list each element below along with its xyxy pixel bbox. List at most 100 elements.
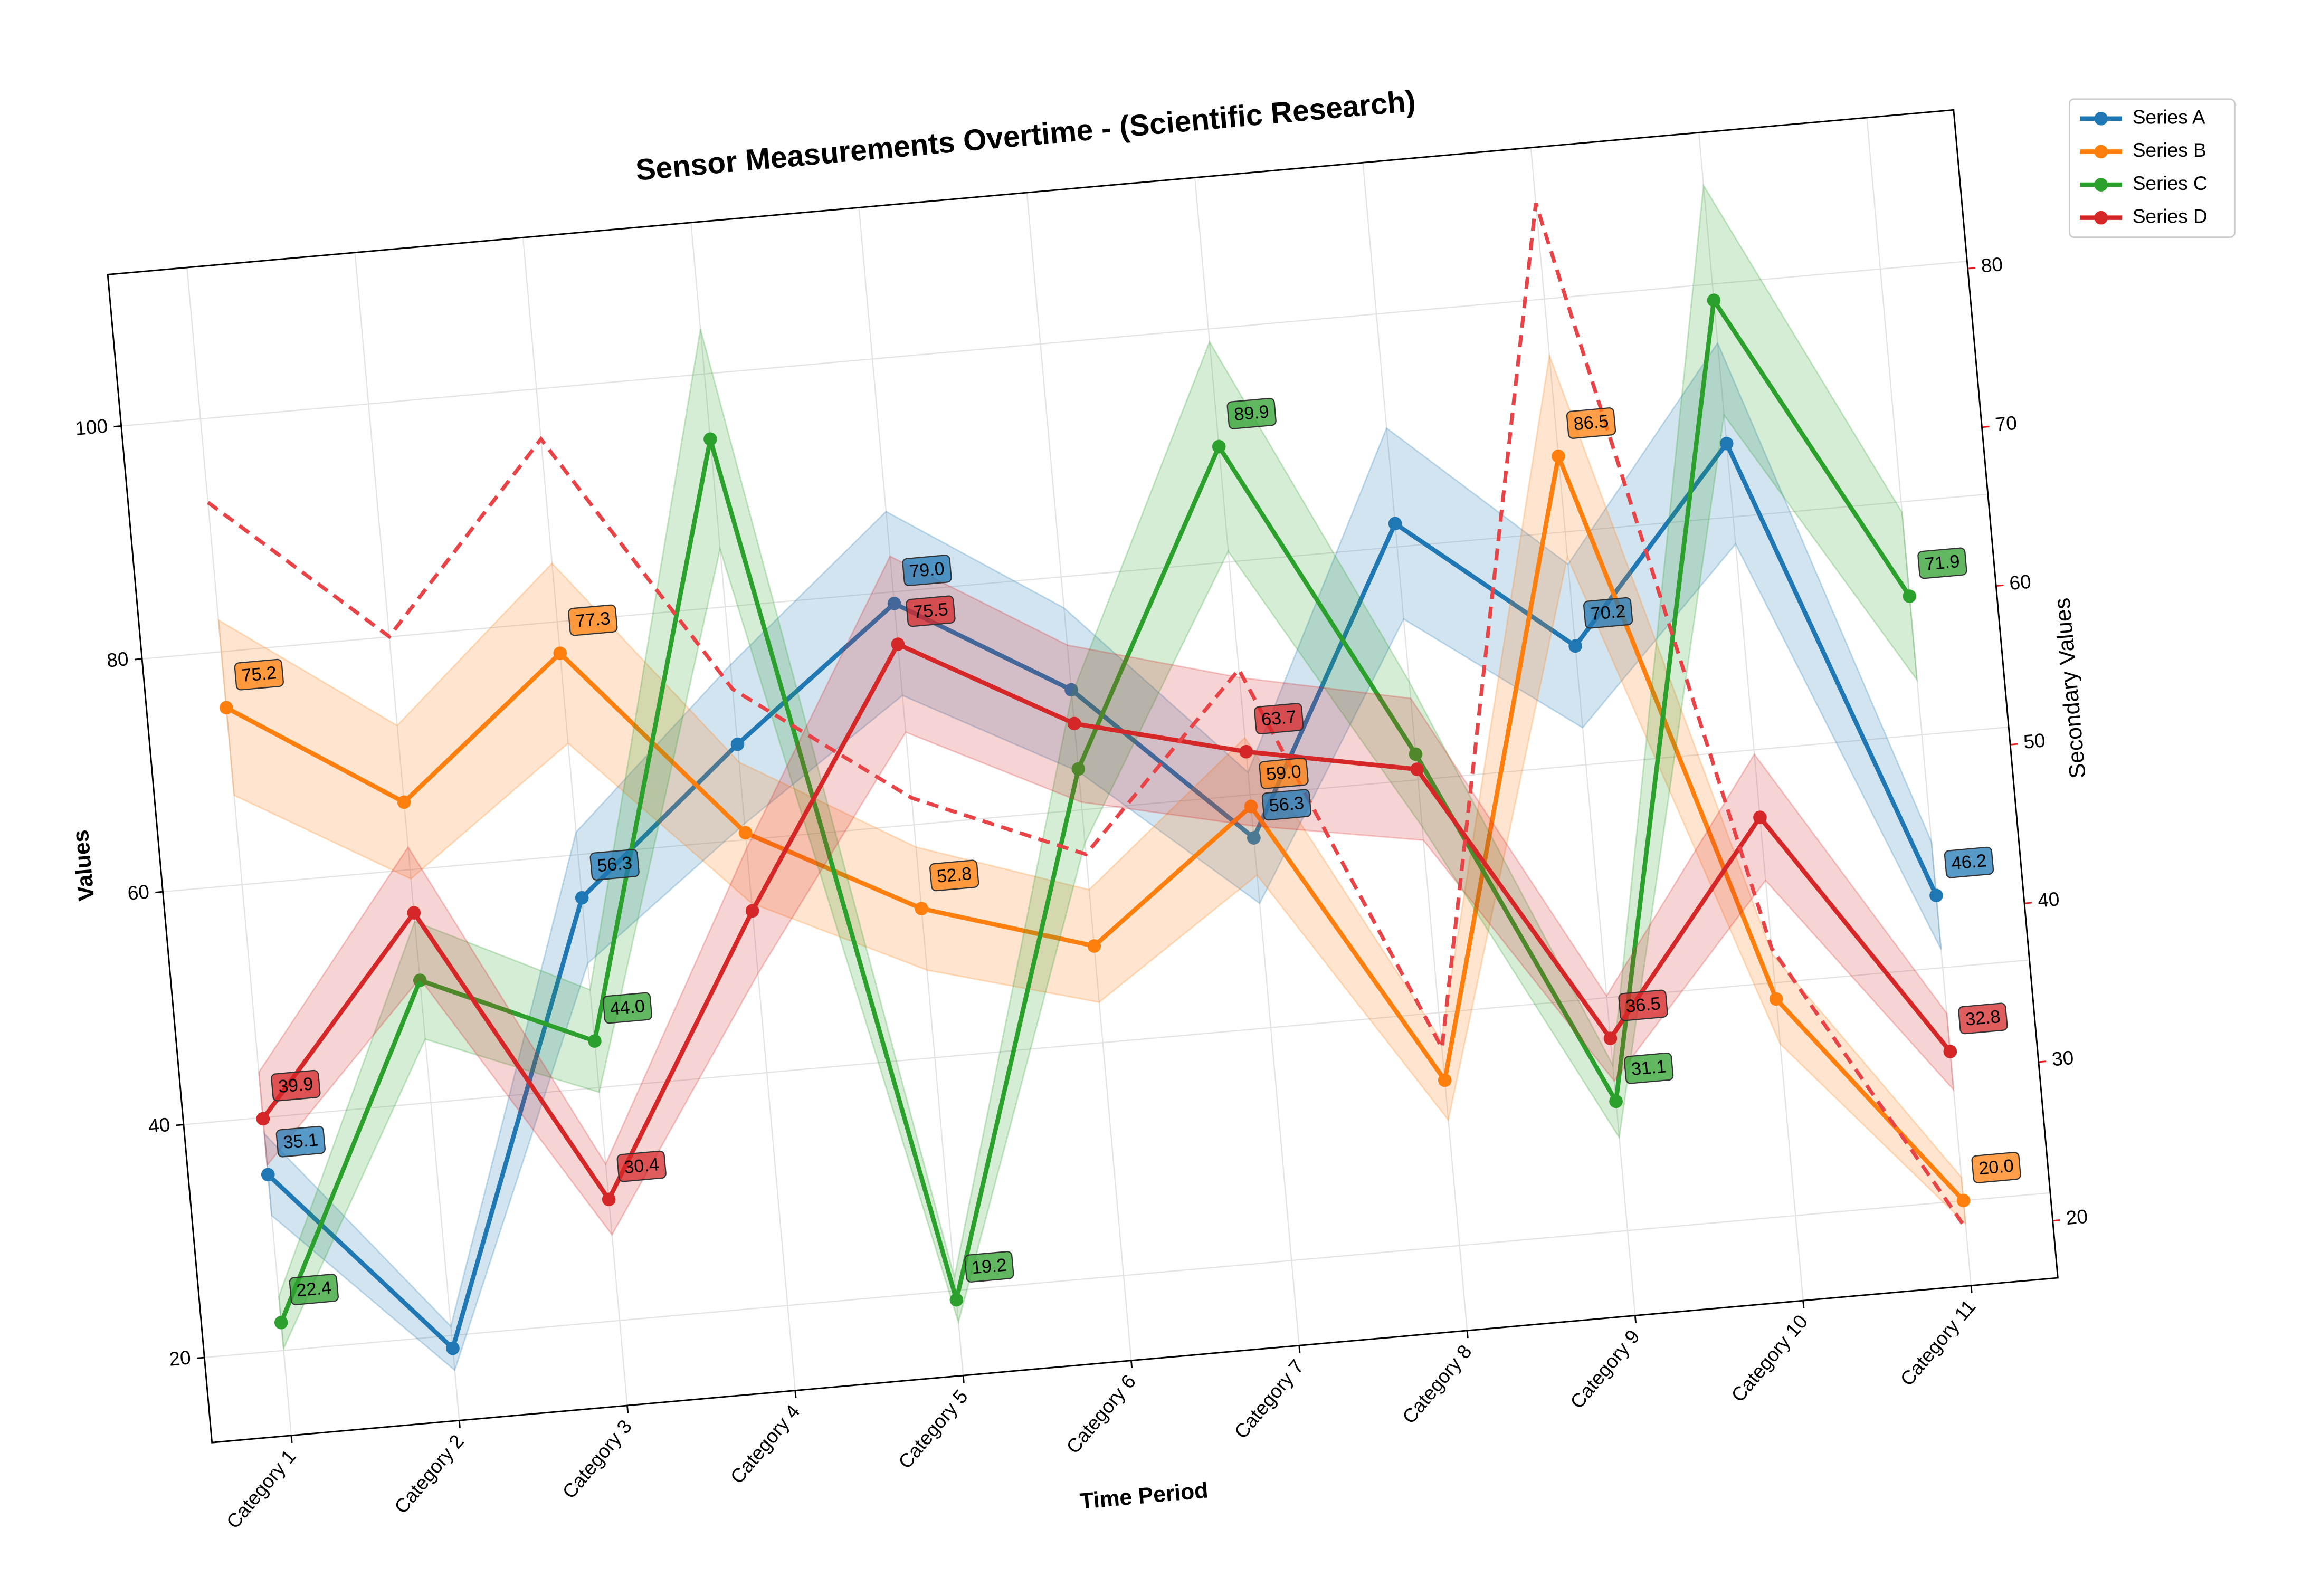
x-tick bbox=[626, 1405, 629, 1413]
value-label-box bbox=[1971, 1151, 2021, 1183]
value-label: 77.3 bbox=[574, 608, 611, 632]
grid-line bbox=[183, 959, 2030, 1125]
data-point bbox=[1753, 810, 1767, 824]
y2-tick-label: 60 bbox=[2009, 571, 2032, 594]
data-point bbox=[1239, 744, 1253, 759]
value-label-box bbox=[589, 849, 640, 881]
value-label-box bbox=[275, 1125, 326, 1158]
value-label: 39.9 bbox=[278, 1074, 315, 1097]
data-point bbox=[407, 906, 421, 920]
data-point bbox=[1769, 992, 1783, 1006]
data-point bbox=[446, 1341, 460, 1355]
legend: Series A Series B Series C Series D bbox=[2068, 98, 2236, 238]
x-grid-line bbox=[1026, 192, 1132, 1361]
value-label-box bbox=[289, 1274, 339, 1305]
value-label: 86.5 bbox=[1573, 412, 1610, 435]
legend-label: Series C bbox=[2133, 173, 2208, 194]
legend-marker bbox=[2094, 211, 2108, 225]
data-point bbox=[1212, 439, 1226, 454]
value-label-box bbox=[616, 1150, 667, 1182]
value-label-box bbox=[964, 1251, 1014, 1283]
value-label-box bbox=[234, 658, 284, 691]
value-label-box bbox=[1261, 789, 1311, 821]
data-point bbox=[1956, 1193, 1971, 1208]
data-point bbox=[887, 597, 901, 610]
x-tick bbox=[290, 1435, 293, 1444]
data-point bbox=[1929, 888, 1943, 903]
value-label-box bbox=[1583, 597, 1633, 629]
data-point bbox=[1568, 639, 1582, 653]
y2-tick-label: 30 bbox=[2051, 1047, 2075, 1070]
value-label-box bbox=[1259, 757, 1309, 789]
uncertainty-band bbox=[278, 183, 1918, 1352]
data-point bbox=[588, 1034, 602, 1048]
legend-marker bbox=[2094, 145, 2108, 159]
x-tick bbox=[1298, 1345, 1301, 1353]
x-grid-line bbox=[1362, 163, 1468, 1331]
secondary-line bbox=[206, 203, 1968, 1230]
data-point bbox=[553, 646, 567, 660]
value-label-box bbox=[602, 992, 653, 1024]
data-point bbox=[602, 1192, 616, 1207]
x-tick bbox=[458, 1420, 461, 1428]
legend-label: Series B bbox=[2133, 139, 2206, 161]
data-point bbox=[1071, 762, 1086, 776]
data-point bbox=[1388, 517, 1402, 531]
value-label: 35.1 bbox=[282, 1130, 319, 1153]
value-label: 20.0 bbox=[1978, 1155, 2015, 1179]
x-grid-line bbox=[1194, 177, 1300, 1346]
value-label: 32.8 bbox=[1965, 1007, 2002, 1030]
value-label: 44.0 bbox=[609, 996, 646, 1019]
data-point bbox=[1943, 1045, 1957, 1058]
data-point bbox=[1410, 762, 1424, 776]
data-point bbox=[1603, 1031, 1618, 1046]
value-label-box bbox=[906, 595, 956, 627]
plot-frame bbox=[107, 109, 2059, 1444]
value-label: 30.4 bbox=[623, 1154, 660, 1178]
y-tick-label: 80 bbox=[106, 648, 130, 671]
value-label: 79.0 bbox=[909, 559, 946, 582]
data-point bbox=[274, 1315, 288, 1330]
value-label: 36.5 bbox=[1625, 993, 1662, 1017]
value-label-box bbox=[1566, 407, 1616, 439]
legend-marker bbox=[2094, 112, 2108, 126]
value-label-box bbox=[1917, 547, 1967, 579]
y2-tick-label: 70 bbox=[1994, 412, 2018, 435]
value-label-box bbox=[929, 859, 979, 892]
x-grid-line bbox=[690, 222, 796, 1391]
data-point bbox=[397, 795, 411, 809]
y-tick-label: 20 bbox=[168, 1346, 192, 1370]
legend-label: Series A bbox=[2133, 107, 2205, 128]
data-point bbox=[575, 891, 589, 905]
data-point bbox=[1438, 1073, 1452, 1087]
x-tick bbox=[1802, 1300, 1805, 1308]
data-point bbox=[1409, 747, 1423, 761]
value-label-box bbox=[1618, 989, 1668, 1021]
data-point bbox=[745, 904, 759, 918]
value-label: 46.2 bbox=[1951, 850, 1987, 874]
y-tick-label: 100 bbox=[74, 415, 109, 439]
data-point bbox=[891, 637, 905, 651]
x-grid-line bbox=[354, 252, 460, 1421]
value-label: 56.3 bbox=[1268, 793, 1305, 816]
y2-tick bbox=[1967, 267, 1975, 270]
y-tick-label: 60 bbox=[127, 881, 150, 904]
data-point bbox=[703, 432, 717, 446]
grid-line bbox=[204, 1192, 2051, 1359]
y2-tick-label: 20 bbox=[2065, 1206, 2089, 1229]
data-point bbox=[1087, 939, 1101, 953]
data-point bbox=[1903, 589, 1917, 603]
data-point bbox=[413, 973, 427, 987]
x-tick bbox=[794, 1390, 797, 1398]
value-label: 31.1 bbox=[1630, 1056, 1667, 1079]
y2-tick-label: 50 bbox=[2023, 729, 2047, 752]
legend-box bbox=[2068, 98, 2236, 238]
value-label: 89.9 bbox=[1233, 402, 1270, 425]
value-label-box bbox=[1958, 1002, 2008, 1035]
x-grid-line bbox=[858, 207, 964, 1376]
data-point bbox=[1067, 716, 1081, 731]
grid-line bbox=[142, 493, 1988, 660]
legend-label: Series D bbox=[2133, 205, 2208, 227]
